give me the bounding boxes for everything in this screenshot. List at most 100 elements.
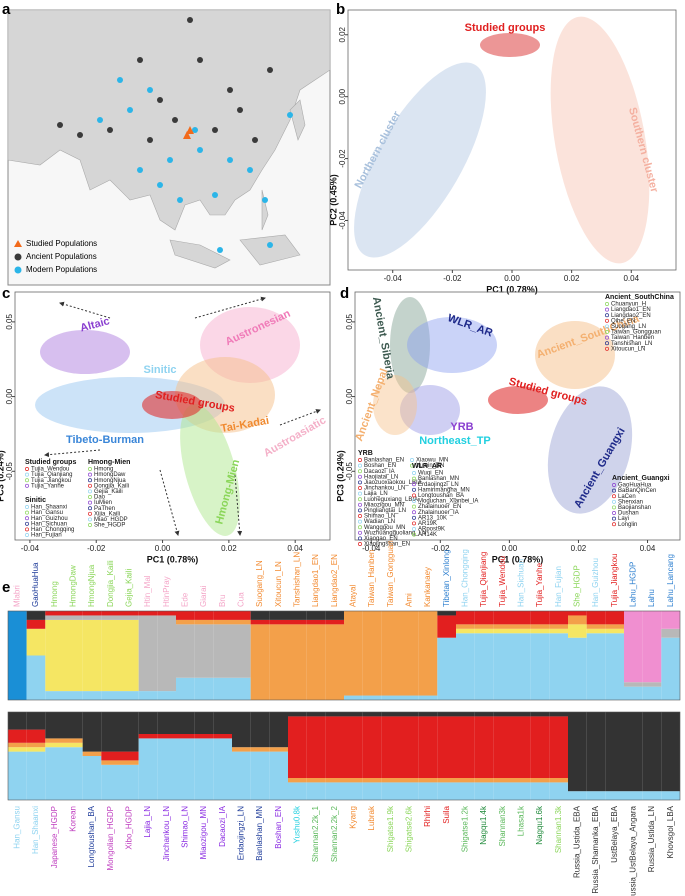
- legend-label: Chuanyun_H: [611, 302, 646, 308]
- x-tick-label: 0.04: [287, 544, 303, 553]
- ancestry-segment: [512, 778, 531, 783]
- x-tick-label: 0.00: [504, 274, 520, 283]
- ancestry-segment: [549, 782, 568, 800]
- legend-symbol: [25, 510, 29, 515]
- population-label: Cua: [236, 592, 245, 607]
- ancestry-segment: [493, 624, 512, 629]
- legend-symbol: [88, 500, 92, 505]
- population-label: HtinPray: [162, 576, 171, 607]
- ancestry-segment: [232, 619, 251, 625]
- ancestry-segment: [138, 712, 158, 734]
- legend-label: Longtoushan_BA: [418, 493, 464, 499]
- population-label: Tujia_Yanhe: [535, 562, 544, 607]
- population-label: Khovsgol_LBA: [666, 805, 675, 858]
- ancestry-segment: [549, 778, 568, 783]
- ancestry-segment: [250, 624, 270, 700]
- population-label: Taiwan_Gongguan: [386, 540, 395, 607]
- ancestry-segment: [64, 615, 83, 620]
- legend-symbol: [612, 511, 616, 515]
- ancestry-segment: [176, 712, 195, 734]
- legend-symbol: [412, 471, 416, 475]
- plot-frame: [354, 291, 681, 541]
- ancestry-segment: [568, 637, 587, 700]
- ancestry-segment: [400, 712, 419, 717]
- legend-label: ARpost9K: [418, 527, 445, 533]
- ancestry-segment: [493, 778, 512, 783]
- ancestry-segment: [176, 738, 195, 800]
- ancestry-segment: [213, 677, 232, 700]
- legend-symbol: [410, 463, 414, 468]
- ancestry-segment: [437, 637, 456, 700]
- ancestry-segment: [474, 712, 494, 717]
- ancestry-segment: [344, 716, 363, 778]
- ancestry-segment: [82, 619, 102, 692]
- ancestry-segment: [288, 624, 307, 700]
- ancestry-segment: [493, 633, 512, 700]
- ancestry-segment: [120, 619, 139, 692]
- y-axis-label: PC2 (0.45%): [328, 174, 338, 226]
- bar-frame: [7, 610, 681, 701]
- y-tick-label: 0.00: [338, 88, 347, 104]
- ancestry-segment: [306, 778, 326, 783]
- legend-symbol: [412, 504, 416, 509]
- ancestry-segment: [362, 782, 382, 800]
- ancestry-segment: [8, 729, 27, 743]
- legend-symbol: [605, 330, 609, 334]
- x-tick-label: -0.04: [362, 544, 381, 553]
- population-label: Suila: [442, 805, 451, 823]
- ancestry-segment: [325, 611, 344, 620]
- panel-label: e: [2, 579, 10, 596]
- ancestry-segment: [194, 677, 214, 700]
- ancestry-segment: [325, 619, 344, 625]
- ancestry-segment: [624, 682, 643, 687]
- population-label: Ede: [180, 592, 189, 607]
- ancestry-segment: [418, 778, 438, 783]
- legend-label: Wuqi_EN: [418, 471, 443, 477]
- ancestry-segment: [549, 712, 568, 717]
- legend-symbol: [358, 508, 362, 513]
- legend-label: Han_Guizhou: [31, 516, 68, 522]
- ancestry-segment: [269, 747, 288, 752]
- legend-symbol: [88, 489, 92, 494]
- ancestry-segment: [157, 611, 176, 616]
- ancestry-segment: [120, 611, 139, 616]
- population-label: HmongNjua: [87, 564, 96, 607]
- ancestry-segment: [437, 611, 456, 616]
- legend-label: Tanshishan_LN: [611, 341, 652, 347]
- legend-label: Modern Populations: [26, 265, 97, 274]
- legend-symbol: [25, 472, 29, 477]
- population-label: Shannan1.3k: [554, 805, 563, 853]
- ancestry-segment: [288, 712, 307, 717]
- legend-title: Studied groups: [25, 459, 76, 466]
- ancestry-segment: [512, 782, 531, 800]
- population-label: Atayal: [348, 585, 357, 607]
- legend-title: WLR_AR: [412, 463, 442, 470]
- legend-label: Wadian_LN: [364, 519, 395, 525]
- legend-symbol: [88, 483, 92, 488]
- ancestry-segment: [101, 691, 120, 700]
- ancestry-segment: [45, 619, 64, 692]
- population-label: Tanshishan_LN: [292, 552, 301, 607]
- x-axis-label: PC1 (0.78%): [486, 284, 538, 294]
- ancestry-segment: [418, 716, 438, 778]
- legend-symbol: [612, 488, 616, 493]
- ancestry-segment: [120, 691, 139, 700]
- ancestry-segment: [586, 791, 606, 800]
- legend-label: Jinchankou_LN: [364, 486, 405, 492]
- ancestry-segment: [8, 611, 27, 700]
- legend-label: Zhalainuoer_IA: [418, 510, 459, 516]
- y-tick-label: -0.04: [338, 211, 347, 230]
- population-label: She_HGDP: [572, 565, 581, 607]
- population-label: Ami: [404, 593, 413, 607]
- panel-label: c: [2, 285, 10, 302]
- legend-symbol: [358, 525, 362, 530]
- ancestry-segment: [530, 611, 550, 625]
- ancestry-segment: [530, 633, 550, 700]
- population-label: Tibetan_Xinlong: [442, 549, 451, 607]
- ancestry-segment: [138, 691, 158, 700]
- legend-title: Ancient_Guangxi: [612, 475, 670, 482]
- ancestry-segment: [437, 615, 456, 638]
- x-tick-label: -0.02: [87, 544, 106, 553]
- ancestry-segment: [8, 747, 27, 752]
- population-label: Han_Shaanxi: [31, 806, 40, 854]
